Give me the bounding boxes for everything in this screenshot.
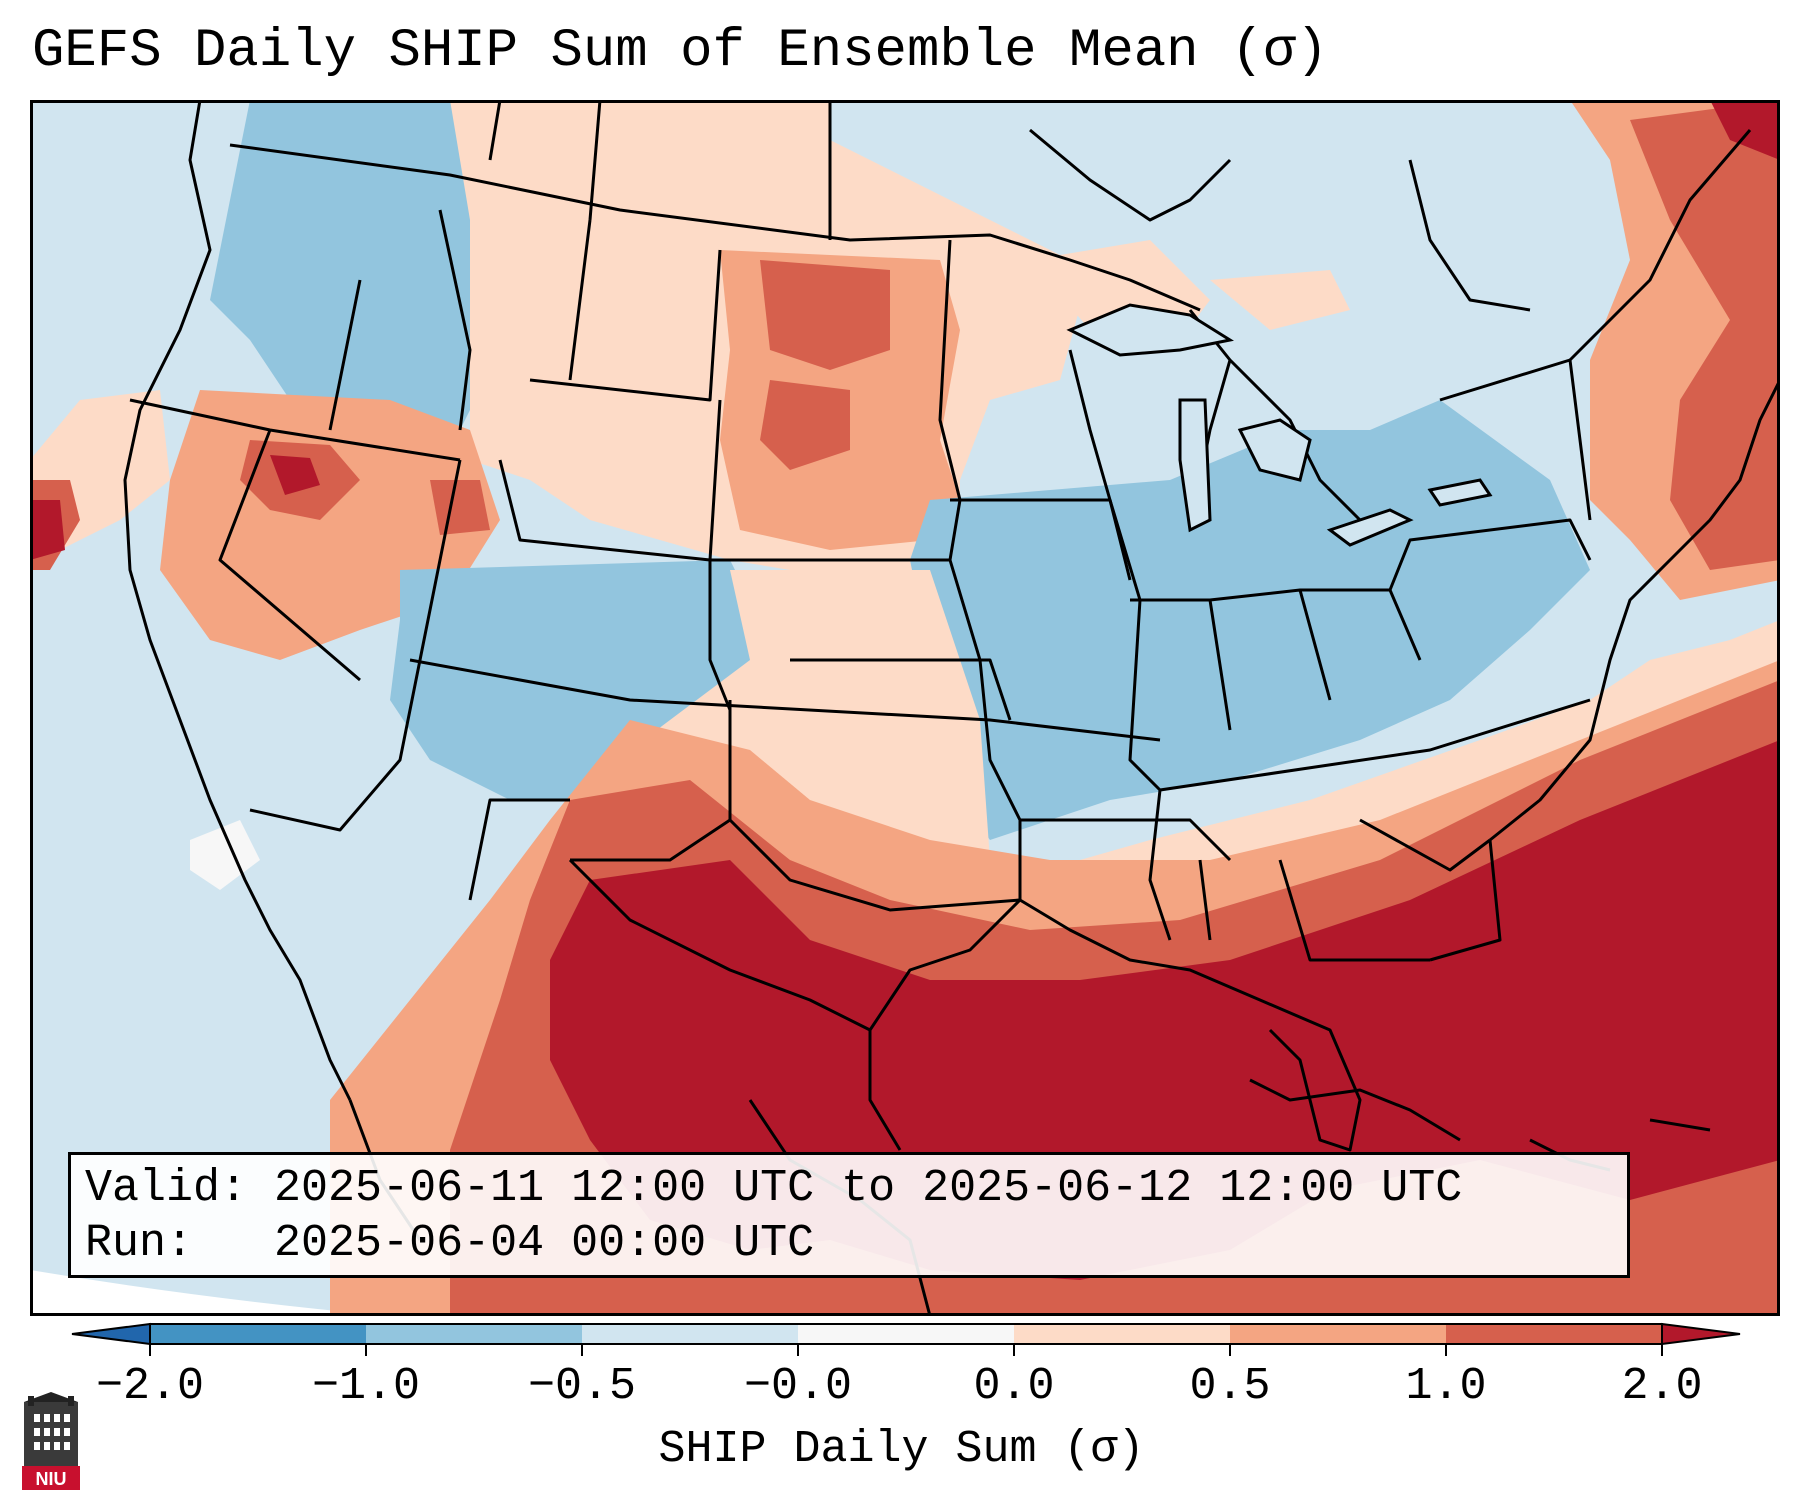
colorbar-bin — [582, 1324, 798, 1344]
colorbar-extend-high — [1661, 1322, 1741, 1346]
off-domain-area — [30, 1270, 389, 1316]
map-panel — [30, 100, 1780, 1316]
colorbar-tick-label: −2.0 — [95, 1361, 205, 1412]
colorbar-bin — [1230, 1324, 1446, 1344]
valid-label: Valid: — [85, 1163, 248, 1214]
colorbar-tick-label: −1.0 — [311, 1361, 421, 1412]
region-dakotas-red — [760, 260, 890, 370]
region-quebec-pink — [1210, 270, 1350, 330]
colorbar-bin — [1014, 1324, 1230, 1344]
valid-run-infobox: Valid: 2025-06-11 12:00 UTC to 2025-06-1… — [68, 1152, 1630, 1278]
colorbar-tick-label: 0.0 — [973, 1361, 1055, 1412]
region-great-basin-darkred — [270, 455, 320, 495]
run-value: 2025-06-04 00:00 UTC — [274, 1218, 815, 1269]
colorbar-bin — [1446, 1324, 1662, 1344]
niu-logo: NIU — [22, 1392, 80, 1490]
colorbar-label: SHIP Daily Sum (σ) — [658, 1424, 1145, 1475]
logo-text: NIU — [36, 1469, 67, 1489]
colorbar — [71, 1322, 1741, 1356]
region-dakotas-red-2 — [760, 380, 850, 470]
colorbar-tick-label: −0.5 — [527, 1361, 637, 1412]
political-borders — [123, 100, 1780, 1316]
colorbar-tick-label: 2.0 — [1621, 1361, 1703, 1412]
valid-value: 2025-06-11 12:00 UTC to 2025-06-12 12:00… — [274, 1163, 1463, 1214]
region-northwest-blue — [210, 100, 500, 440]
colorbar-tick-label: 0.5 — [1189, 1361, 1271, 1412]
region-wyoming-red — [430, 480, 490, 535]
region-northeast-red — [1630, 100, 1780, 570]
colorbar-tick-label: 1.0 — [1405, 1361, 1487, 1412]
colorbar-tick-label: −0.0 — [743, 1361, 853, 1412]
chart-title: GEFS Daily SHIP Sum of Ensemble Mean (σ) — [32, 21, 1329, 82]
colorbar-extend-low — [71, 1322, 151, 1346]
region-northeast-darkred — [1710, 100, 1780, 160]
map-frame — [30, 100, 1780, 1316]
colorbar-outline — [149, 1323, 1663, 1345]
colorbar-bin — [798, 1324, 1014, 1344]
region-california-darkred — [30, 500, 65, 560]
great-lakes — [1066, 303, 1493, 547]
region-gulf-darkred — [550, 740, 1780, 1280]
run-label: Run: — [85, 1218, 194, 1269]
colorbar-bin — [366, 1324, 582, 1344]
colorbar-bin — [150, 1324, 366, 1344]
